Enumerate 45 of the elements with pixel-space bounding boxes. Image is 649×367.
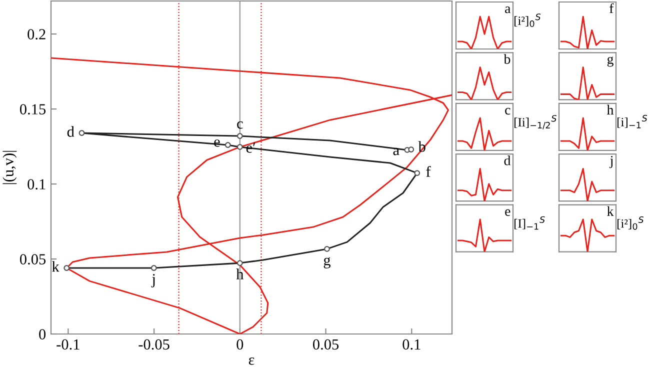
y-tick-label: 0.05 xyxy=(20,254,46,265)
chart-title: h xyxy=(606,104,614,114)
point xyxy=(236,144,243,150)
annotation: f xyxy=(426,166,431,177)
chart-title: c xyxy=(505,108,510,115)
annotation: k xyxy=(52,261,60,272)
x-tick-label: 0.05 xyxy=(312,339,339,350)
chart-title: f xyxy=(610,3,614,14)
point xyxy=(414,170,420,176)
point xyxy=(78,130,85,136)
text: [Ii]$_{−1/2}$$^{S}$ xyxy=(514,115,556,130)
annotation: h xyxy=(236,268,244,280)
point xyxy=(236,260,243,266)
y-tick-label: 0.15 xyxy=(20,104,46,115)
x-tick-label: -0.05 xyxy=(138,339,170,350)
chart-title: k xyxy=(607,206,614,216)
chart-title: d xyxy=(504,156,511,166)
chart-title: e xyxy=(505,209,510,216)
x-axis-title: ε xyxy=(248,358,254,365)
text: [i²]$_{0}$$^{S}$ xyxy=(618,216,644,230)
point xyxy=(224,142,231,148)
annotation: j xyxy=(151,274,155,288)
x-tick-label: -0.1 xyxy=(56,339,80,350)
point xyxy=(150,265,157,271)
y-axis-title: |(u,v)| xyxy=(2,150,17,184)
chart-title: b xyxy=(504,54,510,64)
y-tick-label: 0.2 xyxy=(28,29,46,40)
text: [I]$_{−1}$$^{S}$ xyxy=(514,216,545,230)
annotation: c xyxy=(237,121,243,129)
annotation: g xyxy=(324,257,331,268)
chart-title: j xyxy=(609,156,613,168)
point xyxy=(408,146,414,152)
annotation: d xyxy=(67,126,74,137)
point xyxy=(236,133,243,139)
text: [i²]$_{0}$$^{S}$ xyxy=(514,14,541,28)
chart-title: g xyxy=(607,56,614,67)
chart-title: a xyxy=(505,6,511,14)
x-tick-label: 0 xyxy=(236,339,244,350)
text: [i]$_{−1}$$^{S}$ xyxy=(618,114,648,128)
point xyxy=(64,265,70,271)
point xyxy=(324,246,330,252)
y-tick-label: 0 xyxy=(39,329,46,340)
y-tick-label: 0.1 xyxy=(28,179,46,190)
x-tick-label: 0.1 xyxy=(402,339,420,350)
annotation: a xyxy=(393,148,400,156)
